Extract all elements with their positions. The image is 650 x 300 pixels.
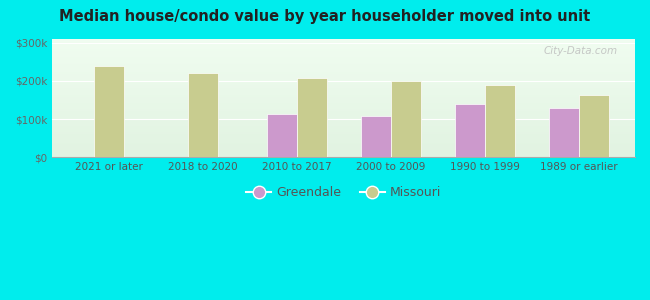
Bar [52, 103, 635, 104]
Bar [52, 144, 635, 146]
Bar [52, 92, 635, 94]
Bar [52, 152, 635, 153]
Bar [52, 146, 635, 147]
Bar [52, 51, 635, 52]
Bar [52, 129, 635, 131]
Bar [52, 136, 635, 138]
Bar [52, 79, 635, 80]
Bar [52, 109, 635, 110]
Bar [361, 116, 391, 157]
Bar [485, 85, 515, 157]
Bar [52, 71, 635, 73]
Bar [52, 128, 635, 129]
Bar [52, 150, 635, 152]
Bar [52, 52, 635, 54]
Bar [52, 132, 635, 134]
Bar [52, 107, 635, 109]
Bar [52, 48, 635, 50]
Bar [52, 46, 635, 48]
Bar [52, 154, 635, 156]
Bar [52, 39, 635, 40]
Bar [52, 101, 635, 103]
Bar [52, 140, 635, 141]
Bar [52, 82, 635, 83]
Bar [52, 55, 635, 57]
Bar [52, 100, 635, 101]
Text: Median house/condo value by year householder moved into unit: Median house/condo value by year househo… [59, 9, 591, 24]
Bar [52, 114, 635, 116]
Bar [52, 95, 635, 97]
Bar [52, 42, 635, 44]
Bar [94, 66, 124, 157]
Bar [188, 73, 218, 157]
Bar [266, 114, 296, 157]
Bar [52, 94, 635, 95]
Bar [52, 141, 635, 142]
Bar [52, 123, 635, 125]
Bar [52, 67, 635, 69]
Bar [52, 113, 635, 114]
Bar [52, 70, 635, 71]
Bar [52, 97, 635, 98]
Bar [52, 148, 635, 150]
Bar [52, 156, 635, 157]
Bar [52, 57, 635, 58]
Bar [52, 126, 635, 128]
Bar [52, 80, 635, 82]
Bar [296, 78, 327, 157]
Bar [52, 117, 635, 119]
Bar [52, 134, 635, 135]
Bar [52, 153, 635, 154]
Bar [454, 104, 485, 157]
Bar [52, 98, 635, 100]
Bar [52, 74, 635, 76]
Bar [52, 142, 635, 144]
Bar [52, 91, 635, 92]
Bar [391, 81, 421, 157]
Bar [52, 61, 635, 63]
Bar [52, 44, 635, 45]
Bar [52, 88, 635, 89]
Bar [52, 63, 635, 64]
Bar [52, 135, 635, 136]
Bar [52, 131, 635, 132]
Bar [52, 122, 635, 123]
Bar [52, 138, 635, 140]
Bar [52, 85, 635, 86]
Bar [52, 69, 635, 70]
Bar [52, 58, 635, 60]
Bar [52, 45, 635, 46]
Bar [52, 106, 635, 107]
Bar [52, 83, 635, 85]
Bar [549, 108, 578, 157]
Bar [52, 76, 635, 77]
Bar [52, 86, 635, 88]
Bar [52, 54, 635, 55]
Bar [578, 95, 608, 157]
Bar [52, 66, 635, 67]
Bar [52, 110, 635, 112]
Bar [52, 119, 635, 120]
Text: City-Data.com: City-Data.com [543, 46, 618, 56]
Bar [52, 147, 635, 148]
Bar [52, 120, 635, 122]
Bar [52, 89, 635, 91]
Bar [52, 60, 635, 61]
Bar [52, 50, 635, 51]
Bar [52, 40, 635, 42]
Bar [52, 112, 635, 113]
Bar [52, 64, 635, 66]
Bar [52, 77, 635, 79]
Bar [52, 125, 635, 126]
Legend: Greendale, Missouri: Greendale, Missouri [241, 181, 446, 204]
Bar [52, 73, 635, 74]
Bar [52, 104, 635, 106]
Bar [52, 116, 635, 117]
